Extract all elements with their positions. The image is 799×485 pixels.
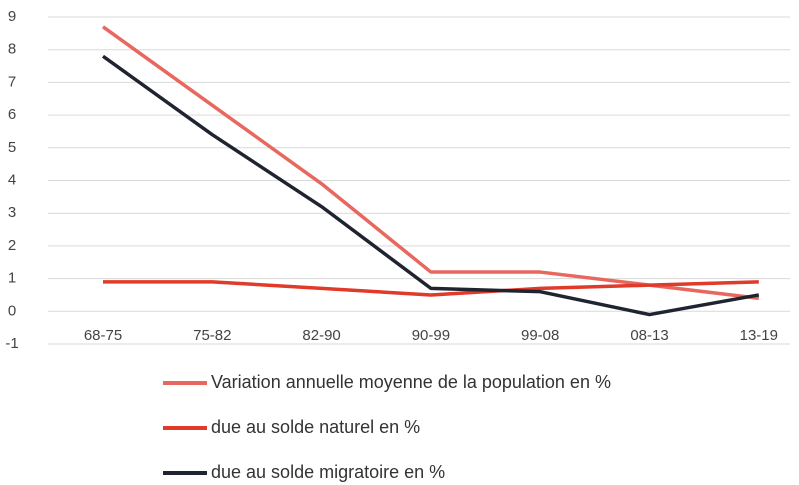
y-tick-label: 4 (8, 171, 16, 188)
x-tick-label: 99-08 (521, 327, 559, 344)
x-tick-label: 08-13 (630, 327, 668, 344)
x-tick-label: 13-19 (740, 327, 778, 344)
y-tick-label: 3 (8, 204, 16, 221)
x-tick-label: 82-90 (302, 327, 340, 344)
legend-label: Variation annuelle moyenne de la populat… (211, 372, 611, 392)
legend-label: due au solde naturel en % (211, 417, 420, 437)
y-tick-label: 0 (8, 302, 16, 319)
y-tick-label: 7 (8, 73, 16, 90)
y-tick-label: 9 (8, 8, 16, 25)
series-line (101, 25, 760, 300)
y-tick-label: 2 (8, 237, 16, 254)
legend-label: due au solde migratoire en % (211, 462, 445, 482)
y-tick-label: 1 (8, 270, 16, 287)
x-tick-label: 90-99 (412, 327, 450, 344)
series-line (101, 54, 760, 317)
series-line (103, 280, 759, 297)
y-tick-label: 6 (8, 106, 16, 123)
x-tick-label: 75-82 (193, 327, 231, 344)
y-tick-label: 8 (8, 41, 16, 58)
y-tick-label: -1 (5, 335, 18, 352)
x-tick-label: 68-75 (84, 327, 122, 344)
y-tick-label: 5 (8, 139, 16, 156)
